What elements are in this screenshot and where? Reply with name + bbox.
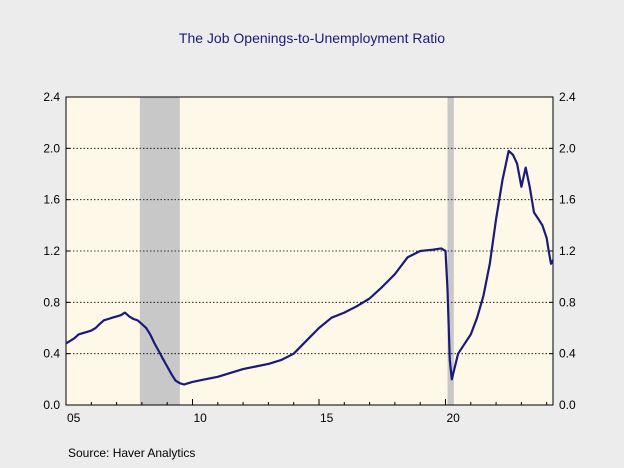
y-tick-label-left: 1.6 bbox=[43, 193, 60, 207]
y-tick-label-left: 0.4 bbox=[43, 347, 60, 361]
y-tick-label-right: 0.0 bbox=[559, 398, 576, 412]
x-tick-label: 20 bbox=[446, 411, 460, 425]
y-tick-label-left: 1.2 bbox=[43, 244, 60, 258]
recession-band bbox=[139, 97, 180, 405]
y-tick-label-left: 0.0 bbox=[43, 398, 60, 412]
y-tick-label-right: 1.2 bbox=[559, 244, 576, 258]
y-tick-label-right: 0.8 bbox=[559, 295, 576, 309]
y-tick-label-right: 2.0 bbox=[559, 141, 576, 155]
y-tick-label-left: 0.8 bbox=[43, 295, 60, 309]
y-tick-label-left: 2.0 bbox=[43, 141, 60, 155]
y-tick-label-right: 1.6 bbox=[559, 193, 576, 207]
x-tick-label: 05 bbox=[67, 411, 81, 425]
y-tick-label-right: 2.4 bbox=[559, 90, 576, 104]
chart-title: The Job Openings-to-Unemployment Ratio bbox=[178, 30, 446, 46]
x-tick-label: 10 bbox=[193, 411, 207, 425]
y-tick-label-left: 2.4 bbox=[43, 90, 60, 104]
source-note: Source: Haver Analytics bbox=[68, 446, 196, 460]
y-tick-label-right: 0.4 bbox=[559, 347, 576, 361]
series-line bbox=[65, 149, 554, 386]
recession-band bbox=[447, 97, 454, 405]
x-tick-label: 15 bbox=[320, 411, 334, 425]
plot-frame bbox=[65, 96, 554, 406]
